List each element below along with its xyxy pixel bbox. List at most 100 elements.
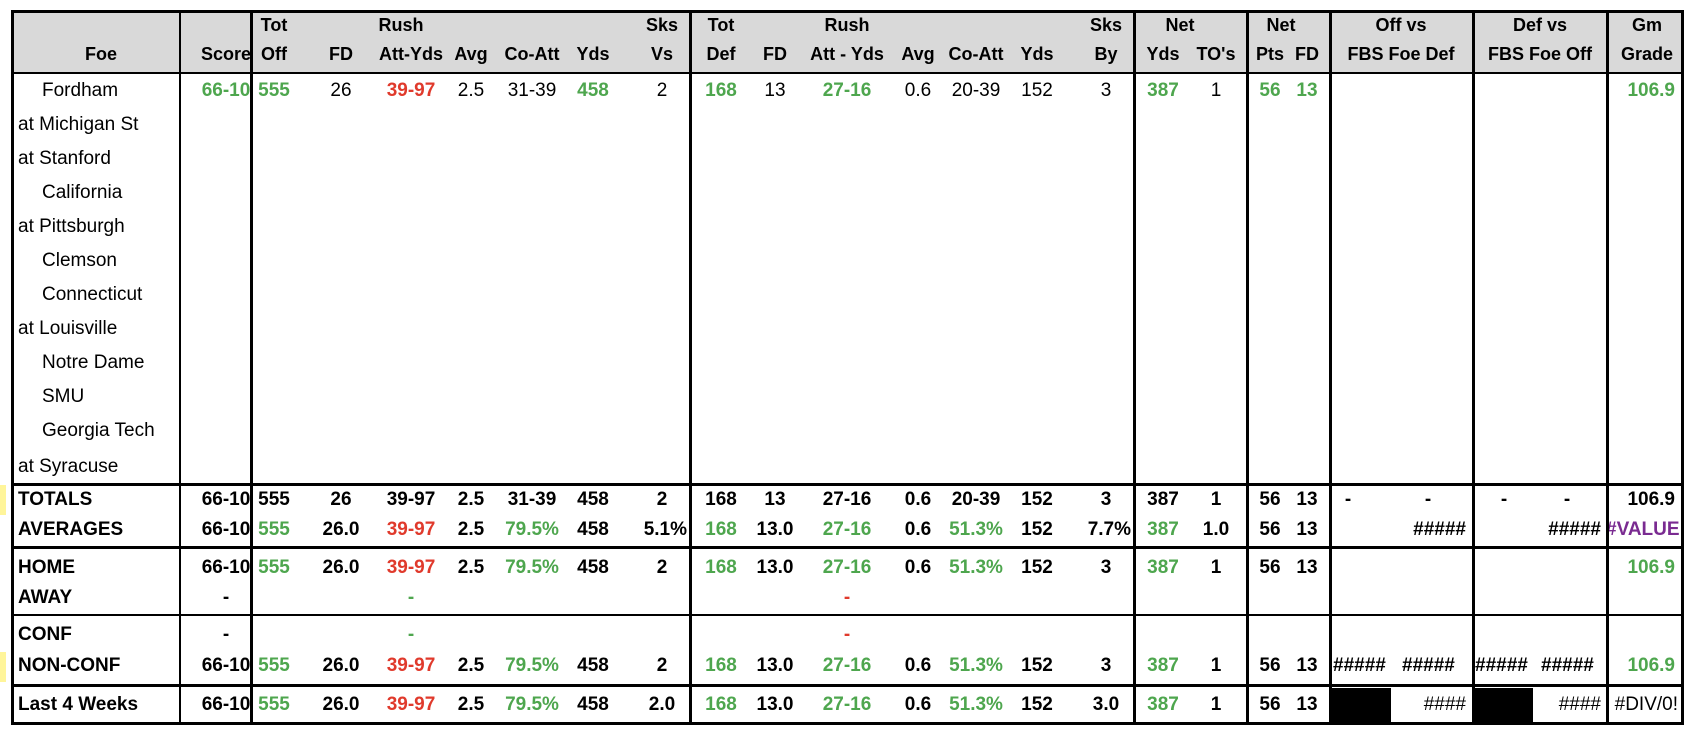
home-def-co-att: 51.3% bbox=[949, 557, 1003, 578]
grid-line bbox=[11, 722, 1684, 725]
last4-tot-def: 168 bbox=[705, 694, 737, 715]
hdr-co-att: Co-Att bbox=[504, 44, 560, 64]
game-foe: California bbox=[42, 182, 123, 203]
hdr-def-yds: Yds bbox=[1020, 44, 1054, 64]
totals-def-yds: 152 bbox=[1021, 489, 1053, 510]
hdr-net-1: Net bbox=[1165, 15, 1195, 35]
totals-def-co-att: 20-39 bbox=[951, 489, 1001, 510]
nonconf-sks-vs: 2 bbox=[656, 655, 668, 676]
game-foe: at Stanford bbox=[18, 148, 111, 169]
header-background bbox=[11, 10, 1684, 72]
last4-def-co-att: 51.3% bbox=[949, 694, 1003, 715]
game-foe: Clemson bbox=[42, 250, 117, 271]
grid-line bbox=[11, 10, 1684, 13]
home-def-yds: 152 bbox=[1021, 557, 1053, 578]
nonconf-def-co-att: 51.3% bbox=[949, 655, 1003, 676]
averages-def-vs-b: ##### bbox=[1548, 519, 1601, 540]
hdr-def-fd: FD bbox=[763, 44, 787, 64]
hdr-gm-2: Grade bbox=[1620, 44, 1674, 64]
game-def-co-att: 20-39 bbox=[951, 80, 1001, 101]
home-rush: 39-97 bbox=[386, 557, 436, 578]
game-def-fd: 13 bbox=[764, 80, 786, 101]
nonconf-rush: 39-97 bbox=[386, 655, 436, 676]
game-fd: 26 bbox=[330, 80, 352, 101]
averages-def-avg: 0.6 bbox=[904, 519, 932, 540]
nonconf-net-fd: 13 bbox=[1296, 655, 1318, 676]
game-def-avg: 0.6 bbox=[904, 80, 932, 101]
home-yds: 458 bbox=[577, 557, 609, 578]
totals-grade: 106.9 bbox=[1627, 489, 1675, 510]
totals-label: TOTALS bbox=[18, 489, 93, 510]
hdr-avg: Avg bbox=[454, 44, 488, 64]
hdr-tot-off-2: Off bbox=[261, 44, 287, 64]
averages-def-fd: 13.0 bbox=[756, 519, 794, 540]
game-tot-def: 168 bbox=[705, 80, 737, 101]
totals-net-yds: 387 bbox=[1147, 489, 1179, 510]
home-label: HOME bbox=[18, 557, 75, 578]
nonconf-tot-off: 555 bbox=[258, 655, 290, 676]
nonconf-grade: 106.9 bbox=[1627, 655, 1675, 676]
totals-def-vs-b: - bbox=[1563, 489, 1571, 510]
hdr-off-vs-2: FBS Foe Def bbox=[1347, 44, 1455, 64]
home-net-yds: 387 bbox=[1147, 557, 1179, 578]
hdr-def-co-att: Co-Att bbox=[948, 44, 1004, 64]
last4-net-yds: 387 bbox=[1147, 694, 1179, 715]
game-rush: 39-97 bbox=[386, 80, 436, 101]
last4-co-att: 79.5% bbox=[505, 694, 559, 715]
averages-label: AVERAGES bbox=[18, 519, 124, 540]
totals-net-fd: 13 bbox=[1296, 489, 1318, 510]
highlight-mark bbox=[0, 485, 6, 515]
averages-fd: 26.0 bbox=[322, 519, 360, 540]
game-def-yds: 152 bbox=[1021, 80, 1053, 101]
averages-off-vs-b: ##### bbox=[1413, 519, 1466, 540]
home-sks-vs: 2 bbox=[656, 557, 668, 578]
nonconf-def-vs-b: ##### bbox=[1541, 655, 1594, 676]
game-net-fd: 13 bbox=[1296, 80, 1318, 101]
conf-rush: - bbox=[407, 624, 415, 645]
totals-def-fd: 13 bbox=[764, 489, 786, 510]
averages-score: 66-10 bbox=[201, 519, 251, 540]
nonconf-co-att: 79.5% bbox=[505, 655, 559, 676]
nonconf-avg: 2.5 bbox=[457, 655, 485, 676]
last4-fd: 26.0 bbox=[322, 694, 360, 715]
home-net-pts: 56 bbox=[1259, 557, 1281, 578]
last4-score: 66-10 bbox=[201, 694, 251, 715]
home-net-fd: 13 bbox=[1296, 557, 1318, 578]
game-foe: at Pittsburgh bbox=[18, 216, 125, 237]
totals-fd: 26 bbox=[330, 489, 352, 510]
totals-tot-off: 555 bbox=[258, 489, 290, 510]
home-score: 66-10 bbox=[201, 557, 251, 578]
totals-net-pts: 56 bbox=[1259, 489, 1281, 510]
averages-grade: #VALUE! bbox=[1606, 519, 1686, 540]
hdr-sks-by: By bbox=[1094, 44, 1118, 64]
grid-line bbox=[11, 10, 14, 725]
away-def-rush: - bbox=[843, 587, 851, 608]
hdr-net-tos: TO's bbox=[1196, 44, 1236, 64]
hdr-sks-vs: Vs bbox=[650, 44, 674, 64]
game-avg: 2.5 bbox=[457, 80, 485, 101]
last4-def-vs-b: #### bbox=[1558, 694, 1601, 715]
totals-def-avg: 0.6 bbox=[904, 489, 932, 510]
game-foe: at Syracuse bbox=[18, 456, 119, 477]
away-label: AWAY bbox=[18, 587, 73, 608]
away-score: - bbox=[222, 587, 230, 608]
totals-yds: 458 bbox=[577, 489, 609, 510]
hdr-net2-1: Net bbox=[1266, 15, 1296, 35]
conf-label: CONF bbox=[18, 624, 72, 645]
nonconf-tot-def: 168 bbox=[705, 655, 737, 676]
home-tot-def: 168 bbox=[705, 557, 737, 578]
last4-yds: 458 bbox=[577, 694, 609, 715]
last4-def-yds: 152 bbox=[1021, 694, 1053, 715]
last4-rush: 39-97 bbox=[386, 694, 436, 715]
totals-off-vs-a: - bbox=[1344, 489, 1352, 510]
hdr-tot-def-1: Tot bbox=[707, 15, 735, 35]
last4-label: Last 4 Weeks bbox=[18, 694, 139, 715]
hdr-def-vs-1: Def vs bbox=[1512, 15, 1568, 35]
totals-rush: 39-97 bbox=[386, 489, 436, 510]
averages-net-pts: 56 bbox=[1259, 519, 1281, 540]
last4-def-rush: 27-16 bbox=[822, 694, 872, 715]
hdr-tot-def-2: Def bbox=[706, 44, 736, 64]
averages-net-yds: 387 bbox=[1147, 519, 1179, 540]
averages-yds: 458 bbox=[577, 519, 609, 540]
nonconf-def-rush: 27-16 bbox=[822, 655, 872, 676]
